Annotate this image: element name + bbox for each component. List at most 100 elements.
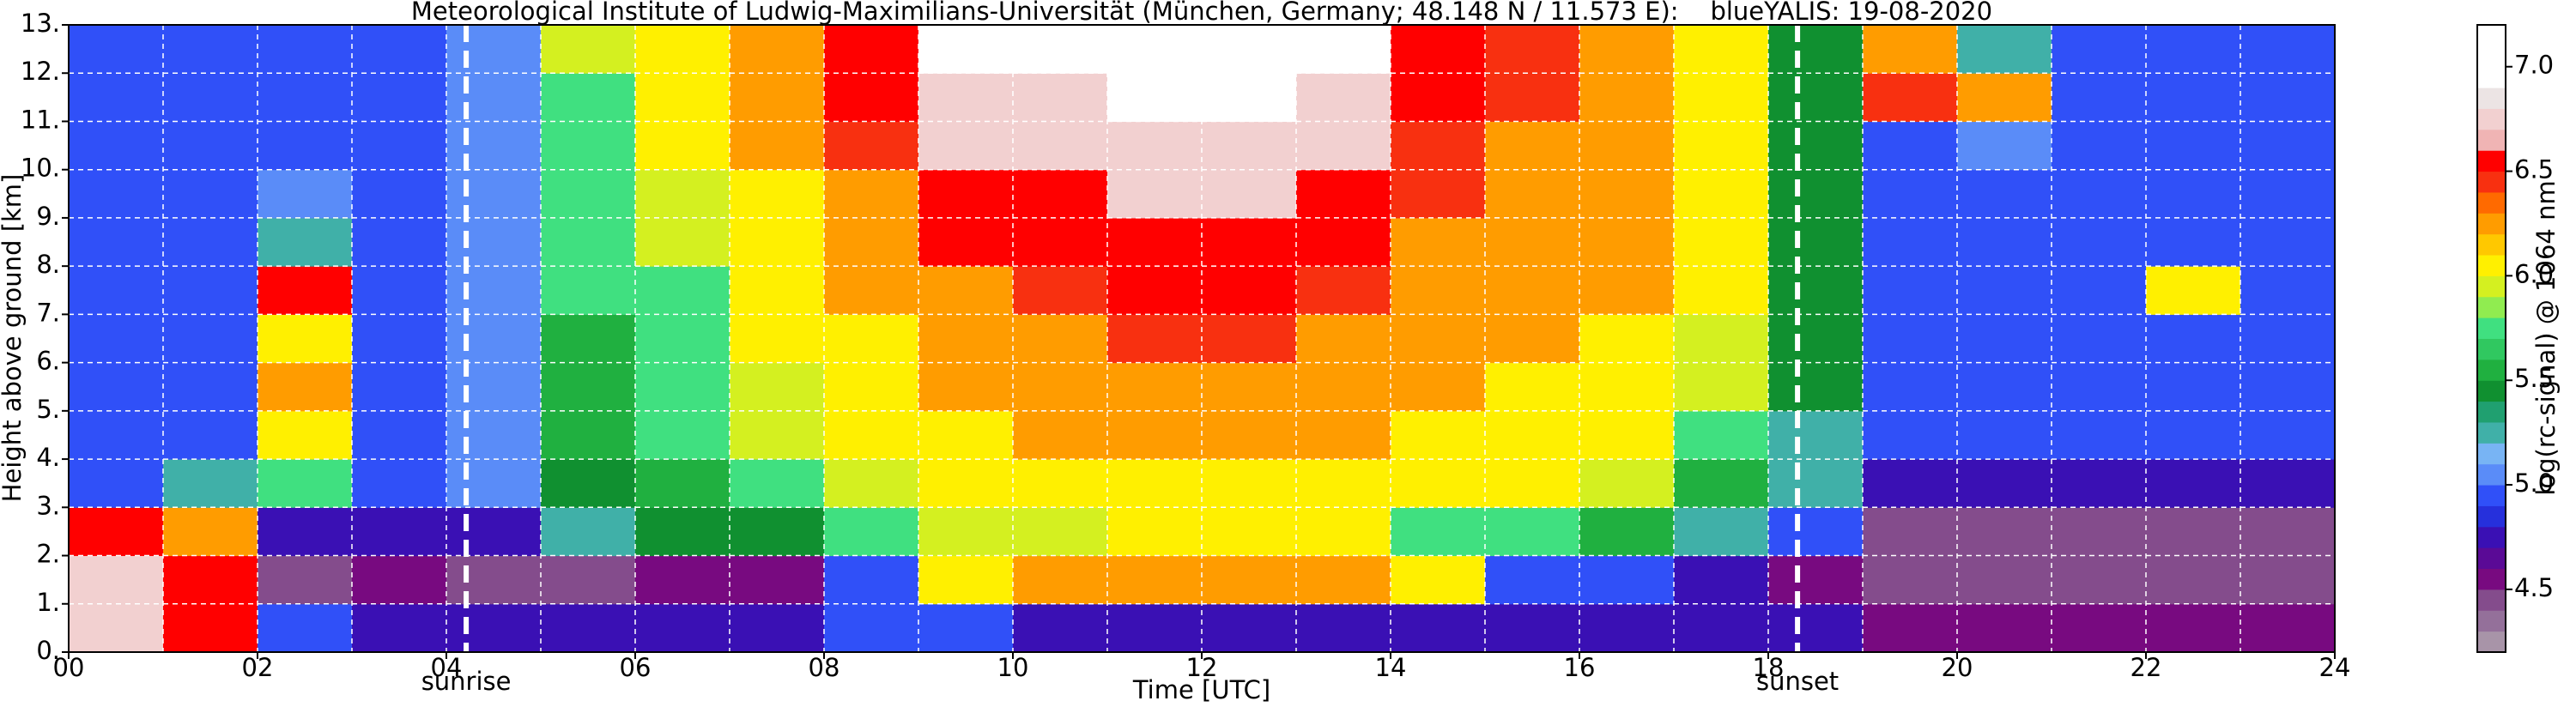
- heatmap-cell: [1107, 169, 1203, 219]
- heatmap-cell: [635, 121, 730, 171]
- heatmap-cell: [918, 362, 1014, 412]
- heatmap-cell: [1391, 266, 1486, 315]
- heatmap-cell: [163, 169, 258, 219]
- heatmap-cell: [1296, 362, 1391, 412]
- heatmap-cell: [1485, 25, 1580, 74]
- heatmap-cell: [2240, 121, 2336, 171]
- heatmap-cell: [1013, 555, 1108, 605]
- heatmap-cell: [1579, 121, 1675, 171]
- heatmap-cell: [824, 603, 919, 653]
- heatmap-cell: [1296, 459, 1391, 508]
- heatmap-cell: [163, 410, 258, 460]
- colorbar-swatch: [2477, 421, 2506, 444]
- heatmap-cell: [1485, 73, 1580, 122]
- heatmap-cell: [258, 314, 353, 364]
- heatmap-cell: [446, 217, 542, 267]
- heatmap-cell: [1296, 555, 1391, 605]
- heatmap-cell: [258, 507, 353, 557]
- heatmap-cell: [1674, 314, 1769, 364]
- x-tick-label: 02: [242, 653, 274, 682]
- heatmap-cell: [1202, 362, 1297, 412]
- heatmap-cell: [2052, 314, 2147, 364]
- x-axis-label: Time [UTC]: [1132, 675, 1270, 704]
- heatmap-cell: [1107, 459, 1203, 508]
- heatmap-cell: [541, 603, 636, 653]
- heatmap-cell: [2146, 507, 2241, 557]
- heatmap-cell: [1485, 266, 1580, 315]
- y-tick-label: 2.: [36, 540, 60, 569]
- heatmap-cell: [1107, 603, 1203, 653]
- heatmap-cell: [1579, 266, 1675, 315]
- heatmap-cell: [258, 217, 353, 267]
- heatmap-cell: [1863, 507, 1958, 557]
- heatmap-cell: [1768, 25, 1864, 74]
- heatmap-cell: [918, 410, 1014, 460]
- heatmap-cell: [541, 25, 636, 74]
- colorbar-swatch: [2477, 631, 2506, 653]
- heatmap-cell: [1768, 121, 1864, 171]
- heatmap-cell: [1863, 73, 1958, 122]
- heatmap-cell: [541, 169, 636, 219]
- x-tick-label: 12: [1186, 653, 1218, 682]
- heatmap-cell: [1296, 121, 1391, 171]
- heatmap-cell: [1957, 555, 2052, 605]
- heatmap-cell: [2240, 25, 2336, 74]
- heatmap-cell: [1674, 603, 1769, 653]
- heatmap-cell: [730, 217, 825, 267]
- y-tick-label: 8.: [36, 250, 60, 279]
- heatmap-cell: [824, 169, 919, 219]
- x-tick-label: 10: [997, 653, 1029, 682]
- y-tick-label: 11.: [21, 105, 60, 134]
- heatmap-cell: [1296, 314, 1391, 364]
- heatmap-cell: [352, 555, 447, 605]
- heatmap-cell: [1013, 169, 1108, 219]
- heatmap-cell: [1107, 121, 1203, 171]
- y-tick-label: 6.: [36, 347, 60, 376]
- colorbar-swatch: [2477, 568, 2506, 590]
- heatmap-cell: [1863, 314, 1958, 364]
- heatmap-cell: [446, 410, 542, 460]
- heatmap-cell: [1485, 555, 1580, 605]
- heatmap-cell: [163, 459, 258, 508]
- heatmap-cell: [1957, 362, 2052, 412]
- heatmap-cell: [2146, 121, 2241, 171]
- heatmap-cell: [163, 266, 258, 315]
- heatmap-cell: [1768, 266, 1864, 315]
- heatmap-cell: [1957, 217, 2052, 267]
- heatmap-cell: [163, 362, 258, 412]
- x-tick-label: 18: [1753, 653, 1785, 682]
- colorbar-swatch: [2477, 589, 2506, 611]
- heatmap-cell: [258, 362, 353, 412]
- x-tick-label: 20: [1942, 653, 1973, 682]
- heatmap-cell: [258, 266, 353, 315]
- heatmap-cell: [2146, 410, 2241, 460]
- heatmap-cell: [2240, 555, 2336, 605]
- heatmap-cell: [1296, 410, 1391, 460]
- heatmap-cell: [446, 555, 542, 605]
- colorbar-swatch: [2477, 485, 2506, 506]
- heatmap-cell: [163, 217, 258, 267]
- heatmap-cell: [1485, 217, 1580, 267]
- heatmap-cell: [1296, 73, 1391, 122]
- y-tick-label: 9.: [36, 202, 60, 231]
- y-tick-label: 4.: [36, 443, 60, 472]
- colorbar-swatch: [2477, 359, 2506, 381]
- heatmap-cell: [541, 217, 636, 267]
- heatmap-cell: [1674, 410, 1769, 460]
- x-tick-label: 04: [431, 653, 463, 682]
- heatmap-cell: [1296, 507, 1391, 557]
- heatmap-cell: [258, 410, 353, 460]
- heatmap-cell: [730, 459, 825, 508]
- heatmap-cell: [2052, 603, 2147, 653]
- heatmap-cell: [1202, 25, 1297, 74]
- heatmap-cell: [918, 266, 1014, 315]
- event-label: sunset: [1756, 667, 1839, 696]
- heatmap-cell: [2052, 169, 2147, 219]
- colorbar-label: log(rc-signal) @ 1064 nm: [2531, 180, 2561, 495]
- colorbar-swatch: [2477, 255, 2506, 276]
- heatmap-cell: [1863, 121, 1958, 171]
- heatmap-cell: [1296, 25, 1391, 74]
- heatmap-cell: [1957, 410, 2052, 460]
- heatmap-cell: [824, 555, 919, 605]
- heatmap-cell: [1863, 169, 1958, 219]
